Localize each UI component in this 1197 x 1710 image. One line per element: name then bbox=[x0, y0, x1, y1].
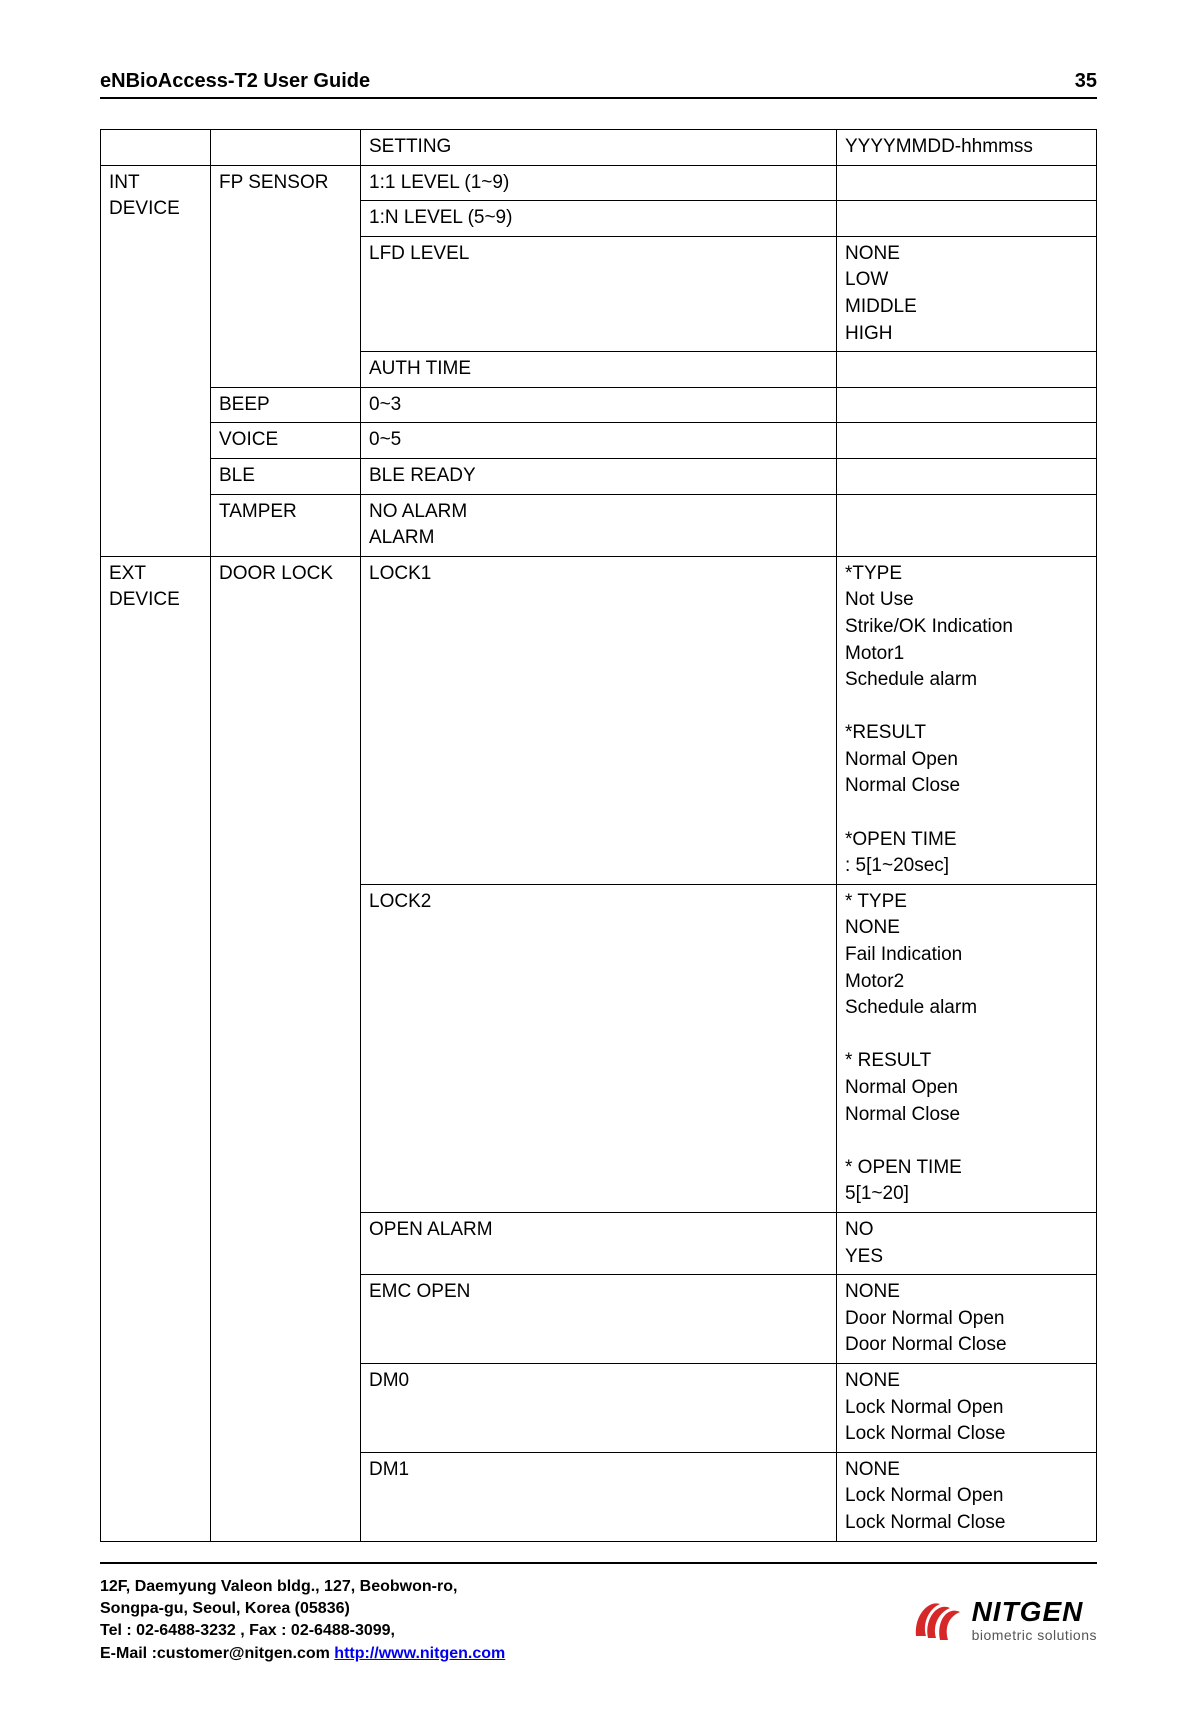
table-cell: NOYES bbox=[837, 1212, 1097, 1274]
table-cell bbox=[837, 165, 1097, 201]
table-row: EXTDEVICEDOOR LOCKLOCK1*TYPENot UseStrik… bbox=[101, 556, 1097, 884]
table-cell bbox=[101, 130, 211, 166]
table-cell: BLE bbox=[211, 458, 361, 494]
table-cell: SETTING bbox=[361, 130, 837, 166]
page-number: 35 bbox=[1075, 70, 1097, 93]
footer-line-3: Tel : 02-6488-3232 , Fax : 02-6488-3099, bbox=[100, 1620, 505, 1642]
fingerprint-icon bbox=[910, 1596, 966, 1644]
logo-text-block: NITGEN biometric solutions bbox=[972, 1598, 1097, 1642]
footer-website-link[interactable]: http://www.nitgen.com bbox=[334, 1645, 505, 1662]
table-cell: NONEDoor Normal OpenDoor Normal Close bbox=[837, 1275, 1097, 1364]
table-cell: OPEN ALARM bbox=[361, 1212, 837, 1274]
table-cell: DOOR LOCK bbox=[211, 556, 361, 1541]
logo-brand-name: NITGEN bbox=[972, 1598, 1097, 1626]
table-row: TAMPERNO ALARMALARM bbox=[101, 494, 1097, 556]
page-footer: 12F, Daemyung Valeon bldg., 127, Beobwon… bbox=[100, 1576, 1097, 1666]
table-cell: LOCK2 bbox=[361, 884, 837, 1212]
table-row: SETTINGYYYYMMDD-hhmmss bbox=[101, 130, 1097, 166]
footer-line-1: 12F, Daemyung Valeon bldg., 127, Beobwon… bbox=[100, 1576, 505, 1598]
table-row: BLEBLE READY bbox=[101, 458, 1097, 494]
table-cell: VOICE bbox=[211, 423, 361, 459]
table-row: BEEP0~3 bbox=[101, 387, 1097, 423]
table-cell: NONELock Normal OpenLock Normal Close bbox=[837, 1452, 1097, 1541]
header-title: eNBioAccess-T2 User Guide bbox=[100, 70, 370, 93]
table-cell bbox=[837, 352, 1097, 388]
table-cell: YYYYMMDD-hhmmss bbox=[837, 130, 1097, 166]
table-cell: NONELOWMIDDLEHIGH bbox=[837, 236, 1097, 351]
table-cell: 0~3 bbox=[361, 387, 837, 423]
table-cell: 0~5 bbox=[361, 423, 837, 459]
table-cell: 1:1 LEVEL (1~9) bbox=[361, 165, 837, 201]
footer-email-prefix: E-Mail :customer@nitgen.com bbox=[100, 1645, 334, 1662]
table-cell bbox=[837, 458, 1097, 494]
page: eNBioAccess-T2 User Guide 35 SETTINGYYYY… bbox=[0, 0, 1197, 1710]
brand-logo: NITGEN biometric solutions bbox=[910, 1596, 1097, 1644]
page-header: eNBioAccess-T2 User Guide 35 bbox=[100, 70, 1097, 99]
logo-tagline: biometric solutions bbox=[972, 1628, 1097, 1642]
table-cell: LFD LEVEL bbox=[361, 236, 837, 351]
table-cell: TAMPER bbox=[211, 494, 361, 556]
table-cell bbox=[211, 130, 361, 166]
table-cell bbox=[837, 387, 1097, 423]
table-cell: BEEP bbox=[211, 387, 361, 423]
table-cell: EXTDEVICE bbox=[101, 556, 211, 1541]
table-cell: DM1 bbox=[361, 1452, 837, 1541]
table-cell: INTDEVICE bbox=[101, 165, 211, 556]
table-cell bbox=[837, 494, 1097, 556]
table-cell: NO ALARMALARM bbox=[361, 494, 837, 556]
table-row: INTDEVICEFP SENSOR1:1 LEVEL (1~9) bbox=[101, 165, 1097, 201]
table-cell: LOCK1 bbox=[361, 556, 837, 884]
table-cell bbox=[837, 201, 1097, 237]
table-cell bbox=[837, 423, 1097, 459]
footer-line-2: Songpa-gu, Seoul, Korea (05836) bbox=[100, 1598, 505, 1620]
footer-line-4: E-Mail :customer@nitgen.com http://www.n… bbox=[100, 1643, 505, 1665]
footer-separator bbox=[100, 1562, 1097, 1564]
table-cell: FP SENSOR bbox=[211, 165, 361, 387]
table-cell: NONELock Normal OpenLock Normal Close bbox=[837, 1363, 1097, 1452]
table-cell: AUTH TIME bbox=[361, 352, 837, 388]
table-cell: *TYPENot UseStrike/OK IndicationMotor1Sc… bbox=[837, 556, 1097, 884]
settings-table: SETTINGYYYYMMDD-hhmmssINTDEVICEFP SENSOR… bbox=[100, 129, 1097, 1542]
table-cell: DM0 bbox=[361, 1363, 837, 1452]
footer-address: 12F, Daemyung Valeon bldg., 127, Beobwon… bbox=[100, 1576, 505, 1666]
table-cell: BLE READY bbox=[361, 458, 837, 494]
table-cell: EMC OPEN bbox=[361, 1275, 837, 1364]
table-cell: * TYPENONEFail IndicationMotor2Schedule … bbox=[837, 884, 1097, 1212]
table-row: VOICE0~5 bbox=[101, 423, 1097, 459]
table-cell: 1:N LEVEL (5~9) bbox=[361, 201, 837, 237]
